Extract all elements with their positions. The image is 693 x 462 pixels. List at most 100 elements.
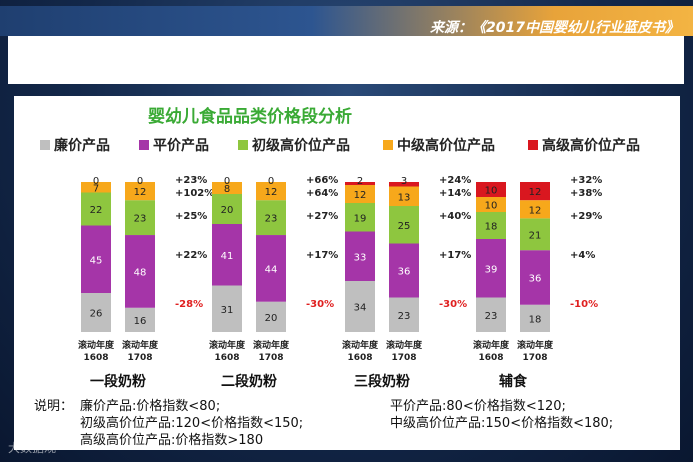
bar-segment (345, 182, 375, 185)
bar-value-label: 20 (265, 313, 278, 324)
note-item: 廉价产品:价格指数<80; (80, 398, 220, 414)
bar-segment (389, 243, 419, 298)
bar-segment (212, 194, 242, 224)
bar-category-label: 滚动年度 (386, 339, 423, 351)
bar-value-label: 45 (90, 255, 103, 266)
bar-value-label: 36 (529, 273, 542, 284)
bar-value-label: 31 (221, 305, 234, 316)
bar-value-label: 20 (221, 205, 234, 216)
bar-category-label: 1708 (258, 353, 283, 363)
note-item: 初级高价位产品:120<价格指数<150; (80, 415, 303, 431)
bar-segment (389, 297, 419, 332)
watermark: 大数据观 (8, 441, 57, 455)
bar-value-label: 39 (485, 264, 498, 275)
bar-value-label: 33 (354, 252, 367, 263)
change-label: -30% (306, 299, 334, 310)
bar-value-label: 18 (529, 314, 542, 325)
legend-label: 廉价产品 (54, 137, 110, 154)
bar-value-label: 0 (268, 176, 274, 187)
note-item: 中级高价位产品:150<价格指数<180; (390, 415, 613, 431)
change-label: +40% (439, 211, 471, 222)
legend-swatch (139, 140, 149, 150)
bar-value-label: 18 (485, 222, 498, 233)
change-label: +102% (175, 188, 214, 199)
bar-segment (476, 212, 506, 239)
bar-segment (345, 281, 375, 332)
bar-category-label: 滚动年度 (342, 339, 379, 351)
bar-category-label: 1608 (347, 353, 372, 363)
bar-value-label: 41 (221, 251, 234, 262)
bar-value-label: 0 (93, 176, 99, 187)
bar-value-label: 10 (485, 186, 498, 197)
bar-value-label: 16 (134, 316, 147, 327)
bar-value-label: 21 (529, 230, 542, 241)
legend-swatch (528, 140, 538, 150)
bar-category-label: 1708 (127, 353, 152, 363)
bar-segment (520, 182, 550, 201)
bar-value-label: 12 (354, 190, 367, 201)
bar-segment (389, 186, 419, 206)
bar-segment (256, 235, 286, 302)
bar-segment (345, 185, 375, 203)
bar-value-label: 12 (134, 187, 147, 198)
bar-value-label: 23 (485, 311, 498, 322)
bar-value-label: 2 (357, 176, 363, 187)
change-label: +22% (175, 250, 207, 261)
bar-value-label: 12 (529, 187, 542, 198)
bar-value-label: 8 (224, 184, 230, 195)
note-item: 平价产品:80<价格指数<120; (390, 398, 566, 414)
bar-category-label: 1608 (83, 353, 108, 363)
bar-value-label: 34 (354, 303, 367, 314)
change-label: +32% (570, 175, 602, 186)
legend-swatch (238, 140, 248, 150)
bar-segment (212, 224, 242, 286)
bar-value-label: 13 (398, 192, 411, 203)
change-label: -30% (439, 299, 467, 310)
legend-label: 平价产品 (153, 137, 209, 154)
bar-category-label: 滚动年度 (78, 339, 115, 351)
change-label: -10% (570, 299, 598, 310)
bar-segment (256, 301, 286, 332)
bar-segment (81, 182, 111, 193)
bar-segment (520, 200, 550, 219)
bar-segment (476, 182, 506, 197)
change-label: +24% (439, 175, 471, 186)
bar-segment (125, 307, 155, 332)
bar-segment (212, 182, 242, 194)
note-item: 高级高价位产品:价格指数>180 (80, 432, 263, 448)
change-label: +17% (439, 250, 471, 261)
bar-value-label: 7 (93, 183, 99, 194)
bar-value-label: 0 (137, 176, 143, 187)
change-label: +14% (439, 188, 471, 199)
top-banner: 来源：《2017中国婴幼儿行业蓝皮书》 (0, 6, 693, 36)
bar-value-label: 48 (134, 267, 147, 278)
bar-segment (476, 297, 506, 332)
group-label: 一段奶粉 (90, 373, 146, 390)
bar-value-label: 10 (485, 201, 498, 212)
bar-value-label: 26 (90, 309, 103, 320)
legend-label: 初级高价位产品 (252, 137, 350, 154)
bar-value-label: 12 (265, 187, 278, 198)
bar-segment (345, 203, 375, 232)
bar-category-label: 1708 (391, 353, 416, 363)
legend-label: 中级高价位产品 (397, 137, 495, 154)
change-label: +4% (570, 250, 595, 261)
bar-value-label: 44 (265, 264, 278, 275)
group-label: 三段奶粉 (354, 373, 410, 390)
bar-category-label: 滚动年度 (517, 339, 554, 351)
bar-segment (81, 225, 111, 293)
bar-category-label: 滚动年度 (253, 339, 290, 351)
bar-segment (389, 182, 419, 187)
bar-segment (125, 235, 155, 308)
bar-value-label: 23 (398, 311, 411, 322)
bar-segment (476, 197, 506, 212)
change-label: +29% (570, 211, 602, 222)
bar-segment (125, 200, 155, 236)
notes-prefix: 说明： (34, 399, 73, 414)
legend-swatch (40, 140, 50, 150)
bar-category-label: 1708 (522, 353, 547, 363)
bar-value-label: 3 (401, 176, 407, 187)
bar-segment (212, 285, 242, 332)
bar-value-label: 23 (265, 214, 278, 225)
